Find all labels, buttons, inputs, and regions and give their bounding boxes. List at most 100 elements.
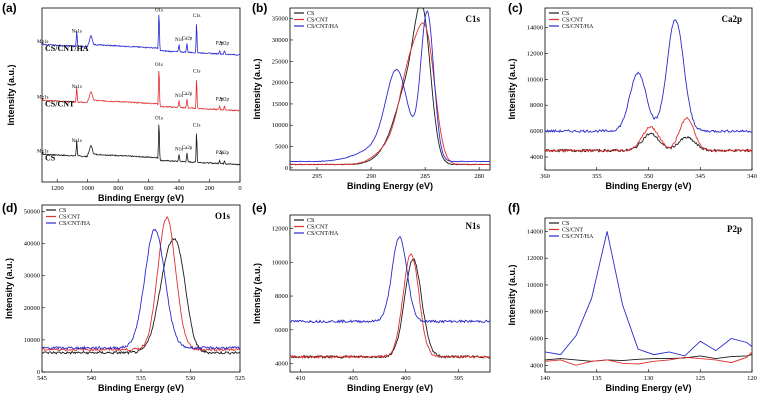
sample-label: CS/CNT/HA xyxy=(45,44,89,53)
panel-c: 360 355 350 345 340 4000 6000 8000 10000 12000 140… xyxy=(507,1,757,191)
legend-entry: CS/CNT/HA xyxy=(307,24,339,30)
x-tick-label: 140 xyxy=(540,375,550,382)
y-tick-label: 12000 xyxy=(527,255,543,262)
series-line-cs-cnt xyxy=(41,70,241,112)
legend-entry: CS/CNT/HA xyxy=(59,221,91,227)
y-axis-label: Intensity (a.u.) xyxy=(4,258,14,319)
legend-entry: CS xyxy=(307,218,314,224)
y-tick-label: 10000 xyxy=(527,282,543,289)
y-tick-label: 10000 xyxy=(24,337,40,344)
peak-annotation: P2p xyxy=(216,97,224,102)
panel-f: 140 135 130 125 120 4000 6000 8000 10000 12000 140… xyxy=(507,201,757,393)
y-tick-label: 14000 xyxy=(527,228,543,235)
y-tick-label: 12000 xyxy=(527,50,543,57)
peak-annotation: P2p xyxy=(216,42,224,47)
series-line-cs xyxy=(289,7,491,166)
x-tick-label: 355 xyxy=(592,173,602,180)
panel-label: (b) xyxy=(252,1,267,15)
legend-entry: CS/CNT xyxy=(562,18,583,24)
peak-annotation: Si2p xyxy=(220,42,230,47)
y-tick-label: 35000 xyxy=(272,16,288,23)
x-tick-label: 280 xyxy=(474,173,484,180)
peak-annotation: O1s xyxy=(155,8,163,13)
peak-annotation: N1s xyxy=(175,148,183,153)
panel-e: 410 405 400 395 4000 6000 8000 10000 12000 Bindin… xyxy=(252,201,491,393)
series-line-cs-cnt-ha xyxy=(289,10,491,163)
series-line-cs-cnt xyxy=(544,116,753,153)
legend-entry: CS/CNT/HA xyxy=(562,234,594,240)
x-tick-label: 0 xyxy=(238,185,241,192)
peak-annotation: C1s xyxy=(193,124,201,129)
series-line-cs xyxy=(544,132,753,153)
x-tick-label: 600 xyxy=(144,185,154,192)
legend-entry: CS/CNT/HA xyxy=(307,231,339,237)
y-axis-label: Intensity (a.u.) xyxy=(252,58,262,119)
series-line-cs-cnt xyxy=(41,215,240,352)
y-tick-label: 40000 xyxy=(24,241,40,248)
y-tick-label: 8000 xyxy=(275,293,288,300)
x-tick-label: 800 xyxy=(113,185,123,192)
x-tick-label: 400 xyxy=(174,185,184,192)
x-tick-label: 125 xyxy=(695,375,705,382)
peak-annotation: N1s xyxy=(175,94,183,99)
plot-frame xyxy=(544,217,753,373)
peak-annotation: O1s xyxy=(155,63,163,68)
legend-entry: CS xyxy=(59,208,66,214)
x-axis-label: Binding Energy (eV) xyxy=(347,383,433,393)
peak-annotation: Na1s xyxy=(72,30,82,35)
x-axis-label: Binding Energy (eV) xyxy=(98,193,184,203)
y-tick-label: 0 xyxy=(37,369,40,376)
legend-entry: CS/CNT/HA xyxy=(562,24,594,30)
x-tick-label: 345 xyxy=(695,173,705,180)
series-line-cs-cnt-ha xyxy=(544,231,753,357)
y-tick-label: 4000 xyxy=(530,362,543,369)
y-tick-label: 8000 xyxy=(530,102,543,109)
x-tick-label: 1200 xyxy=(51,185,64,192)
x-tick-label: 360 xyxy=(540,173,550,180)
peak-annotation: C1s xyxy=(193,14,201,19)
series-line-cs-cnt xyxy=(289,253,491,359)
legend-entry: CS xyxy=(562,11,569,17)
y-axis-label: Intensity (a.u.) xyxy=(6,64,16,125)
x-tick-label: 545 xyxy=(37,375,47,382)
peak-annotation: Ca2p xyxy=(182,146,193,151)
y-tick-label: 20000 xyxy=(24,305,40,312)
legend-entry: CS/CNT xyxy=(59,215,80,221)
legend-entry: CS/CNT xyxy=(307,225,328,231)
panel-d: 545 540 535 530 525 0 10000 20000 30000 40000 5000… xyxy=(2,201,245,393)
x-tick-label: 200 xyxy=(205,185,215,192)
y-tick-label: 10000 xyxy=(272,122,288,129)
series-line-cs xyxy=(289,258,491,359)
y-tick-label: 15000 xyxy=(272,101,288,108)
panel-label: (e) xyxy=(252,201,267,215)
x-axis-label: Binding Energy (eV) xyxy=(98,383,184,393)
series-line-cs-cnt xyxy=(290,22,491,166)
x-tick-label: 400 xyxy=(401,375,411,382)
y-tick-label: 12000 xyxy=(272,226,288,233)
peak-annotation: O1s xyxy=(155,117,163,122)
panel-label: (d) xyxy=(2,201,17,215)
peak-annotation: C1s xyxy=(193,70,201,75)
y-tick-label: 50000 xyxy=(24,208,40,215)
x-tick-label: 350 xyxy=(644,173,654,180)
panel-label: (a) xyxy=(2,1,17,15)
panel-title: C1s xyxy=(465,14,480,24)
series-line-cs-cnt-ha xyxy=(289,235,491,324)
panel-label: (c) xyxy=(508,1,523,15)
legend-entry: CS xyxy=(307,11,314,17)
y-tick-label: 8000 xyxy=(530,309,543,316)
y-tick-label: 30000 xyxy=(272,37,288,44)
x-tick-label: 130 xyxy=(644,375,654,382)
y-tick-label: 6000 xyxy=(275,327,288,334)
y-tick-label: 5000 xyxy=(275,144,288,151)
x-tick-label: 395 xyxy=(454,375,464,382)
x-axis-label: Binding Energy (eV) xyxy=(605,383,691,393)
peak-annotation: Mg1s xyxy=(37,149,48,154)
y-tick-label: 0 xyxy=(285,165,288,172)
peak-annotation: Si2p xyxy=(220,151,230,156)
x-tick-label: 530 xyxy=(186,375,196,382)
plot-frame xyxy=(41,7,241,183)
panel-title: P2p xyxy=(727,224,742,234)
legend-entry: CS/CNT xyxy=(307,18,328,24)
series-line-cs-cnt-ha xyxy=(41,14,241,56)
